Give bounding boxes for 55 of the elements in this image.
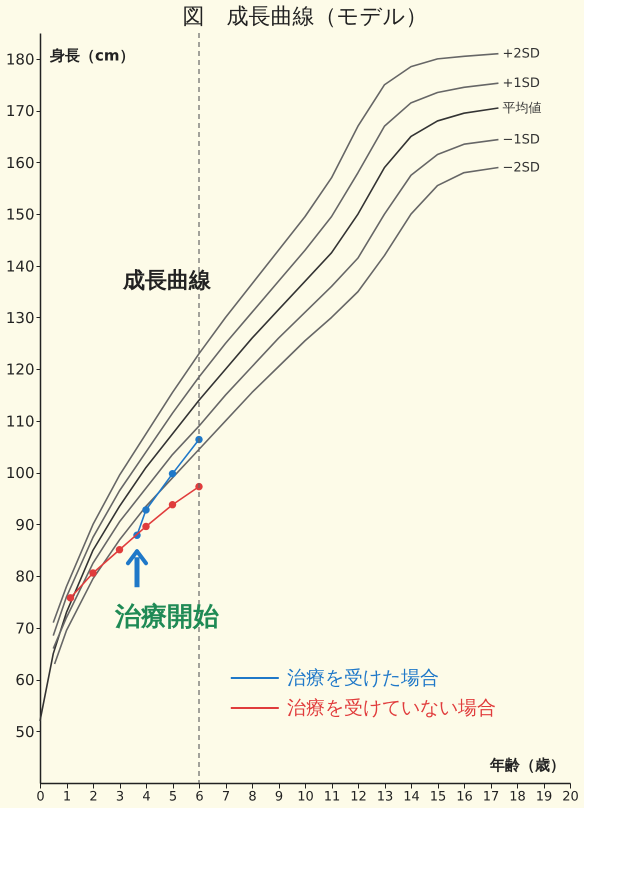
y-tick-label: 90	[15, 516, 34, 534]
y-tick-label: 100	[6, 464, 34, 482]
annotation: 治療開始	[114, 602, 219, 632]
point	[66, 594, 74, 602]
series-label: −2SD	[502, 160, 540, 176]
x-tick-label: 13	[376, 790, 394, 804]
series-label: 平均値	[502, 101, 542, 116]
x-tick-label: 14	[403, 790, 420, 804]
y-tick-label: 120	[6, 360, 34, 379]
y-tick-label: 50	[15, 722, 34, 741]
line-series	[39, 107, 500, 722]
x-axis-title: 年齢（歳）	[489, 756, 565, 774]
x-tick-label: 20	[562, 790, 579, 804]
y-tick-label: 60	[15, 671, 34, 690]
y-tick-label: 150	[6, 206, 34, 224]
legend-label: 治療を受けた場合	[286, 667, 439, 689]
point	[116, 546, 124, 554]
x-tick-label: 11	[324, 790, 340, 804]
series-label: +2SD	[502, 46, 540, 62]
x-tick-label: 15	[430, 790, 446, 804]
x-tick-label: 5	[168, 790, 178, 804]
x-tick-label: 6	[195, 790, 204, 804]
y-tick-label: 180	[6, 50, 34, 68]
legend-label: 治療を受けていない場合	[286, 697, 496, 719]
y-tick-label: 80	[15, 568, 34, 586]
x-tick-label: 3	[116, 790, 124, 804]
y-tick-label: 70	[15, 619, 34, 638]
point	[168, 501, 176, 508]
series-label: +1SD	[502, 76, 540, 92]
x-tick-label: 18	[509, 790, 526, 804]
point	[142, 506, 150, 514]
chart-title: 図 成長曲線（モデル）	[182, 4, 428, 30]
series-label: −1SD	[502, 132, 540, 148]
y-tick-label: 140	[6, 257, 34, 276]
x-tick-label: 17	[482, 790, 500, 804]
x-tick-label: 12	[350, 790, 367, 804]
y-tick-label: 130	[6, 308, 34, 327]
y-axis-title: 身長（cm）	[49, 46, 135, 64]
x-tick-label: 9	[274, 790, 284, 804]
y-tick-label: 160	[6, 154, 34, 172]
point	[89, 569, 97, 577]
x-tick-label: 10	[297, 790, 314, 804]
x-tick-label: 2	[89, 790, 98, 804]
x-tick-label: 0	[36, 790, 45, 804]
x-tick-label: 4	[142, 790, 151, 804]
x-tick-label: 19	[536, 790, 552, 804]
point	[168, 470, 176, 478]
x-tick-label: 8	[248, 790, 257, 804]
x-tick-label: 16	[456, 790, 473, 804]
x-tick-label: 1	[62, 790, 72, 804]
y-tick-label: 170	[6, 102, 34, 120]
y-tick-label: 110	[6, 412, 34, 430]
x-tick-label: 7	[222, 790, 230, 804]
annotation: 成長曲線	[122, 268, 212, 294]
point	[142, 522, 150, 530]
